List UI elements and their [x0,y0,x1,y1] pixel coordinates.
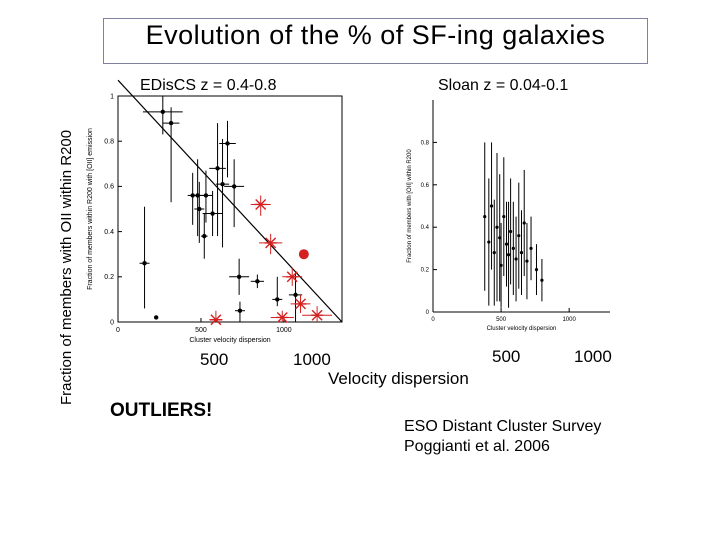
x-tick-label: 500 [195,327,207,334]
credit-line-2: Poggianti et al. 2006 [404,438,550,455]
data-point [202,233,207,239]
data-point [502,215,506,219]
y-tick-label: 0.8 [104,139,114,146]
red-cross-point [264,237,277,249]
sloan-big-tick-500: 500 [492,347,521,366]
data-point [511,246,515,250]
y-tick-label: 0 [110,319,114,326]
y-tick-label: 0.8 [421,140,430,146]
data-point [540,278,544,282]
red-big-point [298,249,309,260]
sloan-panel-title: Sloan z = 0.04-0.1 [438,77,569,94]
data-point [504,242,509,246]
x-tick-label: 0 [116,327,120,334]
x-tick-label: 1000 [276,327,292,334]
data-point [489,204,494,208]
data-point [483,215,487,219]
red-cross-point [311,309,324,321]
data-point [237,308,243,313]
credit-line-1: ESO Distant Cluster Survey [404,418,602,435]
x-tick-label: 500 [496,317,507,323]
data-point [495,225,499,229]
data-point [236,274,242,279]
red-cross-point [209,314,222,326]
sloan-big-tick-1000: 1000 [574,347,612,366]
y-tick-label: 1 [110,93,114,100]
y-tick-label: 0 [426,310,430,316]
data-point [220,181,225,187]
data-point [529,246,533,250]
data-point [195,193,200,198]
data-point [203,193,209,198]
data-point [506,253,511,257]
y-tick-label: 0.4 [104,229,114,236]
ediscs-big-tick-500: 500 [200,350,229,369]
inner-y-axis-label: Fraction of members within R200 with [OI… [87,128,94,290]
data-point [519,251,524,255]
ediscs-panel-title: EDisCS z = 0.4-0.8 [140,77,277,94]
data-point [153,315,159,320]
trend-line [117,79,343,323]
data-point [498,236,502,240]
inner-y-axis-label: Fraction of members with [OII] within R2… [407,149,413,263]
y-tick-label: 0.2 [421,268,430,274]
title-frame [103,18,648,64]
outliers-label: OUTLIERS! [110,400,213,421]
data-point [522,221,526,225]
data-point [142,261,147,266]
data-point [231,184,237,189]
plot-frame [117,95,343,323]
ediscs-plot: 0 500 1000 0 0.2 0.4 0.6 0.8 1 Cluster velocity d… [87,79,343,344]
red-cross-point [286,271,299,283]
inner-x-axis-label: Cluster velocity dispersion [189,337,270,344]
data-point [509,229,513,234]
data-point [517,234,521,238]
data-point [160,109,165,115]
data-point [215,166,220,171]
data-point [275,297,280,302]
red-cross-point [294,298,307,310]
data-point [293,292,298,298]
ediscs-big-tick-1000: 1000 [293,350,331,369]
slide-title: Evolution of the % of SF-ing galaxies [145,20,606,50]
data-point [210,211,215,216]
sloan-plot: 0 500 1000 0 0.2 0.4 0.6 0.8 Cluster velocity di… [407,100,610,332]
data-point [514,257,518,261]
data-point [225,141,230,146]
data-point [168,120,174,126]
x-tick-label: 1000 [562,317,576,323]
y-tick-label: 0.4 [421,225,430,231]
data-point [197,206,202,212]
data-point [534,268,539,272]
data-point [499,263,503,267]
y-tick-label: 0.2 [104,274,114,281]
inner-x-axis-label: Cluster velocity dispersion [487,326,557,332]
data-point [255,279,260,284]
x-tick-label: 0 [431,317,435,323]
data-point [525,259,529,263]
red-cross-point [276,311,289,323]
data-point [492,251,496,255]
red-cross-point [254,198,267,210]
x-axis-label: Velocity dispersion [328,369,469,388]
y-tick-label: 0.6 [421,183,430,189]
y-tick-label: 0.6 [104,184,114,191]
data-point [487,240,491,244]
